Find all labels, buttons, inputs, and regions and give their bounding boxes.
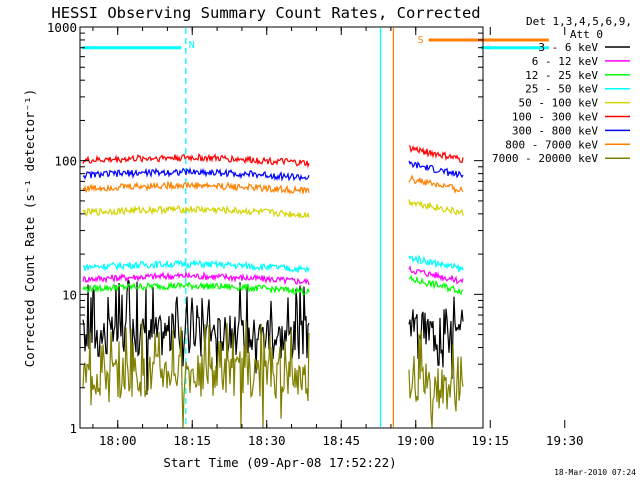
legend-entry-label: 7000 - 20000 keV — [492, 152, 598, 165]
series-trace — [408, 254, 464, 273]
series-trace — [82, 258, 310, 274]
y-axis-label: Corrected Count Rate (s⁻¹ detector⁻¹) — [22, 89, 37, 367]
x-tick-label: 18:30 — [248, 433, 286, 448]
flag-n-label: N — [189, 40, 195, 51]
legend-entry-label: 50 - 100 keV — [519, 97, 599, 110]
plot-frame — [79, 26, 484, 429]
y-tick-label: 10 — [62, 287, 77, 302]
series-trace — [82, 152, 310, 169]
series-trace — [408, 199, 464, 216]
legend-entry-label: 800 - 7000 keV — [505, 138, 598, 151]
y-tick-label: 1000 — [47, 20, 77, 35]
flag-s-label: S — [418, 35, 424, 46]
x-tick-label: 19:30 — [546, 433, 584, 448]
series-trace — [82, 166, 310, 182]
series-trace — [408, 174, 464, 195]
y-tick-label: 1 — [69, 421, 77, 436]
legend-entry-label: 300 - 800 keV — [512, 124, 598, 137]
x-tick-label: 18:45 — [322, 433, 360, 448]
series-trace — [409, 274, 464, 296]
series-trace — [408, 144, 464, 164]
legend-entry-label: 6 - 12 keV — [532, 55, 599, 68]
x-tick-label: 19:15 — [471, 433, 509, 448]
chart-title: HESSI Observing Summary Count Rates, Cor… — [51, 4, 480, 22]
legend-entry-label: 3 - 6 keV — [538, 41, 598, 54]
legend-header-1: Det 1,3,4,5,6,9, — [526, 15, 632, 28]
legend-header-2: Att 0 — [570, 28, 603, 41]
legend-entry-label: 12 - 25 keV — [525, 69, 598, 82]
series-trace — [82, 279, 310, 395]
footer-date: 18-Mar-2010 07:24 — [554, 468, 636, 477]
x-axis-label: Start Time (09-Apr-08 17:52:22) — [163, 455, 396, 470]
series-trace — [82, 321, 310, 429]
series-trace — [408, 160, 464, 179]
series-trace — [82, 204, 310, 219]
x-tick-label: 19:00 — [397, 433, 435, 448]
series-trace — [82, 179, 310, 195]
x-tick-label: 18:15 — [173, 433, 211, 448]
legend-entry-label: 25 - 50 keV — [525, 83, 598, 96]
legend-entry-label: 100 - 300 keV — [512, 111, 598, 124]
series-trace — [82, 270, 310, 286]
x-tick-label: 18:00 — [99, 433, 137, 448]
series-trace — [408, 264, 464, 285]
series-trace — [408, 296, 464, 379]
series-trace — [408, 329, 464, 429]
y-tick-label: 100 — [54, 154, 77, 169]
series-trace — [82, 281, 310, 296]
